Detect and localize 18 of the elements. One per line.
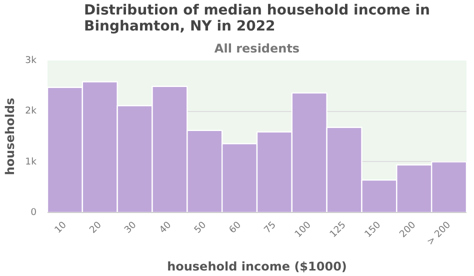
chart-subtitle: All residents	[214, 42, 300, 56]
x-tick-label: 150	[362, 220, 384, 240]
y-tick-label: 2k	[25, 106, 38, 117]
y-tick-label: 3k	[25, 55, 38, 66]
x-tick-label: 125	[328, 220, 348, 240]
x-tick-label: 100	[292, 220, 314, 240]
chart-title: Distribution of median household income in Binghamton, NY in 2022	[84, 2, 430, 34]
x-axis-title: household income ($1000)	[167, 259, 347, 274]
y-axis-title: households	[3, 98, 18, 176]
x-tick-label: 50	[192, 220, 209, 236]
y-tick-label: 0	[30, 207, 37, 218]
x-tick-label: 30	[122, 220, 139, 236]
y-tick-label: 1k	[25, 156, 38, 168]
x-tick-label: 75	[262, 220, 278, 236]
x-tick-label: 60	[227, 220, 244, 236]
x-tick-label: 20	[88, 220, 104, 236]
x-tick-label: 10	[52, 220, 69, 236]
x-tick-label: 40	[157, 220, 174, 236]
